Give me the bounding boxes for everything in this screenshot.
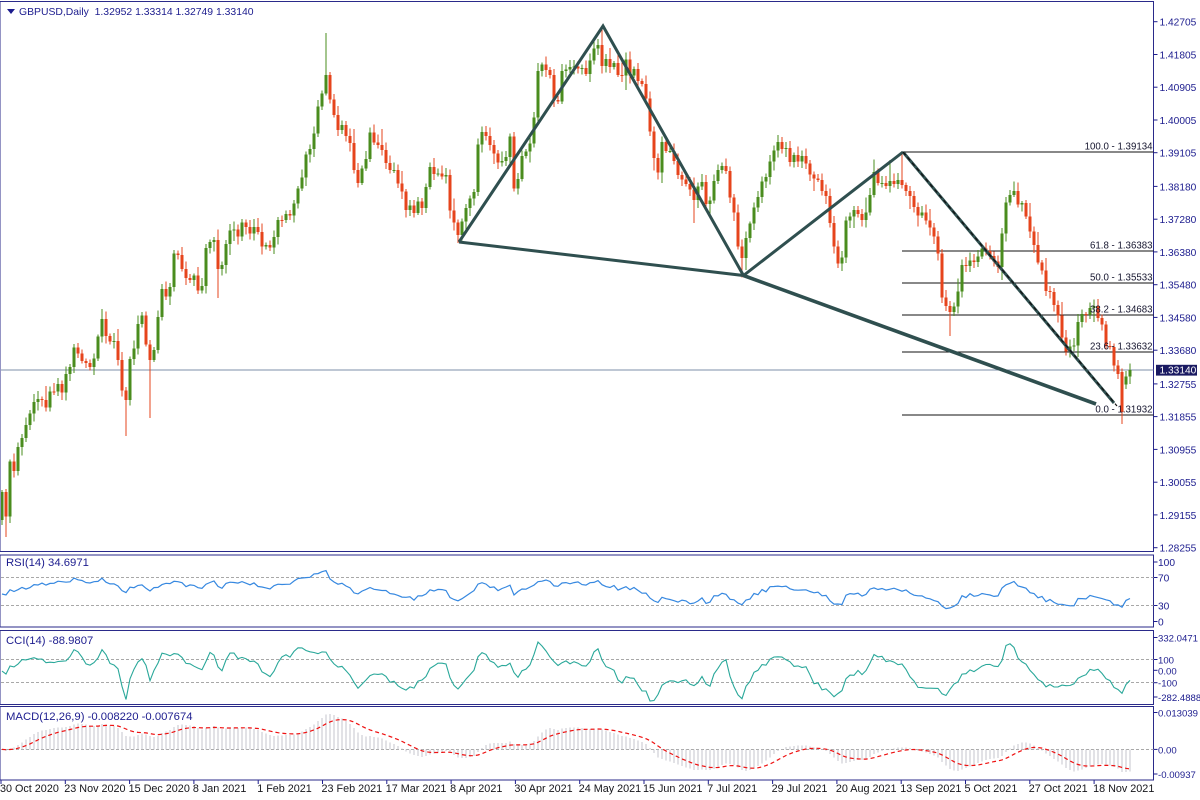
svg-text:30 Oct 2020: 30 Oct 2020 xyxy=(0,783,59,795)
svg-text:30: 30 xyxy=(1158,602,1170,613)
svg-text:GBPUSD,Daily 1.32952 1.33314: GBPUSD,Daily 1.32952 1.33314 1.32749 1.3… xyxy=(19,7,254,18)
svg-text:1.31855: 1.31855 xyxy=(1160,413,1197,424)
svg-text:1.29155: 1.29155 xyxy=(1160,511,1197,522)
svg-text:1.41805: 1.41805 xyxy=(1160,51,1197,62)
svg-text:15 Dec 2020: 15 Dec 2020 xyxy=(129,783,190,795)
svg-text:29 Jul 2021: 29 Jul 2021 xyxy=(772,783,828,795)
svg-text:1.37280: 1.37280 xyxy=(1160,215,1197,226)
svg-text:332.0471: 332.0471 xyxy=(1158,634,1198,645)
svg-text:15 Jun 2021: 15 Jun 2021 xyxy=(643,783,702,795)
svg-text:23.6 - 1.33632: 23.6 - 1.33632 xyxy=(1090,341,1152,352)
svg-text:17 Mar 2021: 17 Mar 2021 xyxy=(386,783,447,795)
svg-text:38.2 - 1.34683: 38.2 - 1.34683 xyxy=(1090,305,1152,316)
svg-text:7 Jul 2021: 7 Jul 2021 xyxy=(707,783,757,795)
svg-text:-100: -100 xyxy=(1158,679,1177,690)
svg-text:23 Feb 2021: 23 Feb 2021 xyxy=(322,783,383,795)
svg-text:13 Sep 2021: 13 Sep 2021 xyxy=(900,783,961,795)
svg-text:1.28255: 1.28255 xyxy=(1160,544,1197,555)
svg-text:100.0 - 1.39134: 100.0 - 1.39134 xyxy=(1085,142,1153,153)
svg-text:1.42705: 1.42705 xyxy=(1160,18,1197,29)
svg-text:-0.00937: -0.00937 xyxy=(1158,770,1196,781)
svg-text:CCI(14) -88.9807: CCI(14) -88.9807 xyxy=(6,635,93,647)
svg-text:1.36380: 1.36380 xyxy=(1160,248,1197,259)
svg-text:24 May 2021: 24 May 2021 xyxy=(579,783,641,795)
svg-text:8 Jan 2021: 8 Jan 2021 xyxy=(193,783,246,795)
svg-text:0.0 - 1.31932: 0.0 - 1.31932 xyxy=(1095,404,1152,415)
svg-text:1 Feb 2021: 1 Feb 2021 xyxy=(257,783,312,795)
svg-text:1.40005: 1.40005 xyxy=(1160,116,1197,127)
svg-text:8 Apr 2021: 8 Apr 2021 xyxy=(450,783,502,795)
svg-text:5 Oct 2021: 5 Oct 2021 xyxy=(965,783,1018,795)
svg-text:1.34580: 1.34580 xyxy=(1160,313,1197,324)
svg-text:1.30055: 1.30055 xyxy=(1160,478,1197,489)
svg-text:1.30955: 1.30955 xyxy=(1160,445,1197,456)
svg-text:70: 70 xyxy=(1158,574,1170,585)
svg-text:1.39105: 1.39105 xyxy=(1160,149,1197,160)
svg-text:27 Oct 2021: 27 Oct 2021 xyxy=(1029,783,1088,795)
svg-text:18 Nov 2021: 18 Nov 2021 xyxy=(1093,783,1154,795)
svg-text:0.00: 0.00 xyxy=(1158,666,1177,677)
svg-text:RSI(14) 34.6971: RSI(14) 34.6971 xyxy=(6,557,89,569)
svg-text:1.35480: 1.35480 xyxy=(1160,281,1197,292)
svg-text:100: 100 xyxy=(1158,656,1174,667)
svg-text:-282.4888: -282.4888 xyxy=(1158,693,1200,704)
svg-text:1.33680: 1.33680 xyxy=(1160,346,1197,357)
svg-text:100: 100 xyxy=(1158,558,1175,569)
svg-text:30 Apr 2021: 30 Apr 2021 xyxy=(514,783,572,795)
svg-text:61.8 - 1.36383: 61.8 - 1.36383 xyxy=(1090,241,1152,252)
svg-text:0.013039: 0.013039 xyxy=(1158,709,1198,720)
svg-text:50.0 - 1.35533: 50.0 - 1.35533 xyxy=(1090,273,1152,284)
svg-text:20 Aug 2021: 20 Aug 2021 xyxy=(836,783,897,795)
svg-text:1.40905: 1.40905 xyxy=(1160,83,1197,94)
svg-text:1.33140: 1.33140 xyxy=(1160,366,1197,377)
svg-text:1.32755: 1.32755 xyxy=(1160,380,1197,391)
svg-text:0.00: 0.00 xyxy=(1158,745,1177,756)
svg-text:1.38180: 1.38180 xyxy=(1160,182,1197,193)
svg-text:0: 0 xyxy=(1158,618,1164,629)
svg-text:MACD(12,26,9) -0.008220 -0.007: MACD(12,26,9) -0.008220 -0.007674 xyxy=(6,711,193,723)
svg-text:23 Nov 2020: 23 Nov 2020 xyxy=(64,783,125,795)
